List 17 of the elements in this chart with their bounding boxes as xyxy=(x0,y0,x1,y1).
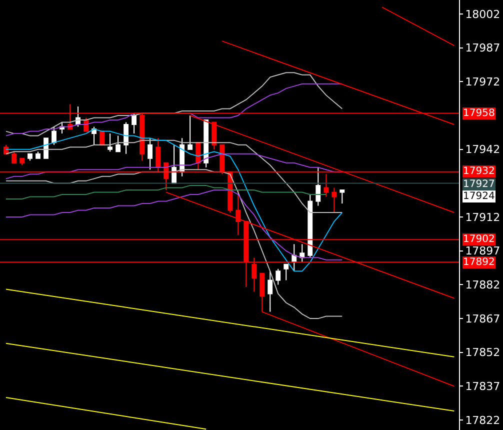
y-tick-label: 17882 xyxy=(465,278,500,292)
ref-line-label: 17932 xyxy=(463,166,495,177)
y-tick-label: 17942 xyxy=(465,143,500,156)
ref-line-label: 17958 xyxy=(463,108,495,119)
ref-line-label: 17892 xyxy=(463,257,495,268)
y-tick-label: 17822 xyxy=(465,414,500,427)
y-tick-label: 17867 xyxy=(465,312,500,326)
y-tick-label: 17897 xyxy=(465,244,500,258)
ref-line-label: 17927 xyxy=(463,179,495,190)
y-tick-label: 17837 xyxy=(465,380,500,394)
y-tick-label: 17972 xyxy=(465,76,500,89)
y-tick-label: 17912 xyxy=(465,210,500,224)
y-tick-label: 18002 xyxy=(465,8,500,21)
text: 17924 xyxy=(463,191,495,202)
y-tick-label: 17852 xyxy=(465,346,500,360)
y-tick-label: 17987 xyxy=(465,42,500,55)
ref-line-label: 17902 xyxy=(463,234,495,245)
